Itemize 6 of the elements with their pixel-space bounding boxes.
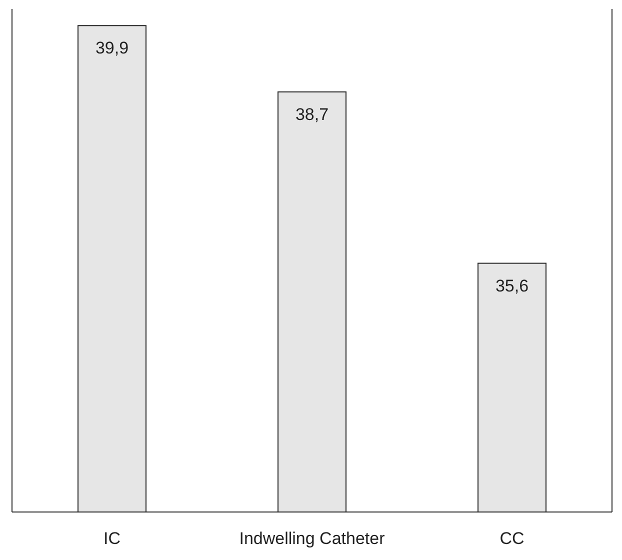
x-tick-label: CC — [500, 529, 524, 548]
data-label: 38,7 — [295, 104, 329, 124]
data-label: 39,9 — [95, 38, 129, 58]
x-tick-label: Indwelling Catheter — [239, 529, 386, 548]
x-tick-label: IC — [104, 529, 120, 548]
data-label: 35,6 — [495, 276, 529, 296]
